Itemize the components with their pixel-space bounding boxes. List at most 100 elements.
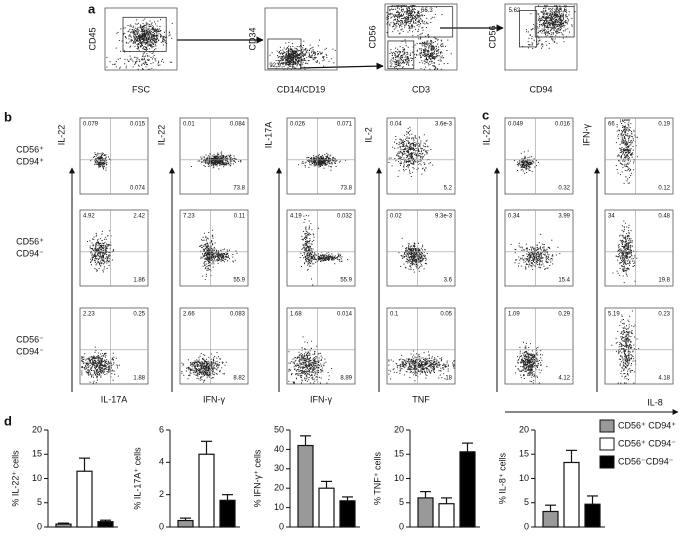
event-dot <box>225 255 227 257</box>
event-dot <box>205 157 207 159</box>
event-dot <box>567 19 569 21</box>
event-dot <box>153 42 154 44</box>
event-dot <box>197 366 198 368</box>
event-dot <box>285 55 287 57</box>
event-dot <box>551 29 553 31</box>
event-dot <box>92 238 93 240</box>
event-dot <box>409 13 411 15</box>
event-dot <box>220 255 222 257</box>
event-dot <box>157 29 159 31</box>
event-dot <box>565 19 567 21</box>
event-dot <box>406 18 408 20</box>
event-dot <box>215 160 217 162</box>
event-dot <box>207 365 209 367</box>
event-dot <box>424 23 426 25</box>
event-dot <box>418 21 420 23</box>
event-dot <box>544 5 546 7</box>
event-dot <box>220 257 222 259</box>
event-dot <box>104 155 106 156</box>
event-dot <box>235 250 237 252</box>
event-dot <box>162 37 164 39</box>
event-dot <box>108 371 110 373</box>
event-dot <box>325 47 327 49</box>
event-dot <box>406 10 408 11</box>
event-dot <box>556 6 558 8</box>
event-dot <box>89 245 91 247</box>
event-dot <box>113 359 114 361</box>
event-dot <box>102 365 104 367</box>
event-dot <box>195 361 197 363</box>
event-dot <box>211 157 213 159</box>
event-dot <box>220 162 222 164</box>
event-dot <box>403 49 405 51</box>
event-dot <box>293 49 295 51</box>
event-dot <box>95 373 96 375</box>
event-dot <box>398 53 400 55</box>
event-dot <box>210 162 212 164</box>
event-dot <box>206 158 207 160</box>
event-dot <box>101 244 103 246</box>
event-dot <box>403 14 404 16</box>
event-dot <box>202 367 204 369</box>
event-dot <box>98 267 100 269</box>
event-dot <box>392 9 394 10</box>
event-dot <box>434 53 435 55</box>
event-dot <box>316 61 318 63</box>
event-dot <box>103 257 105 259</box>
event-dot <box>155 23 156 25</box>
event-dot <box>100 253 102 255</box>
event-dot <box>98 373 100 375</box>
event-dot <box>435 53 437 55</box>
y-axis-label: CD34 <box>247 27 257 50</box>
event-dot <box>136 30 138 32</box>
event-dot <box>153 46 155 48</box>
event-dot <box>202 358 203 360</box>
event-dot <box>332 157 334 159</box>
event-dot <box>93 244 95 246</box>
event-dot <box>99 256 101 258</box>
event-dot <box>286 47 288 48</box>
event-dot <box>332 158 334 159</box>
event-dot <box>565 14 567 16</box>
event-dot <box>269 54 271 56</box>
event-dot <box>562 13 564 15</box>
event-dot <box>96 155 98 157</box>
event-dot <box>277 55 278 57</box>
event-dot <box>435 67 437 69</box>
event-dot <box>328 60 330 62</box>
event-dot <box>543 20 545 21</box>
event-dot <box>544 17 546 19</box>
event-dot <box>214 372 216 374</box>
event-dot <box>391 12 393 14</box>
event-dot <box>421 48 423 50</box>
event-dot <box>207 265 209 267</box>
event-dot <box>290 55 292 57</box>
event-dot <box>215 163 217 165</box>
event-dot <box>560 16 562 18</box>
event-dot <box>134 30 136 32</box>
event-dot <box>281 66 283 68</box>
event-dot <box>419 48 421 50</box>
event-dot <box>195 371 197 373</box>
event-dot <box>131 59 133 61</box>
event-dot <box>407 12 409 14</box>
event-dot <box>544 28 546 30</box>
event-dot <box>146 55 148 57</box>
event-dot <box>398 14 400 15</box>
event-dot <box>402 21 404 23</box>
event-dot <box>428 46 430 48</box>
event-dot <box>199 362 201 364</box>
event-dot <box>314 165 316 167</box>
event-dot <box>197 375 199 377</box>
event-dot <box>156 25 158 27</box>
event-dot <box>280 50 282 51</box>
event-dot <box>286 60 288 62</box>
event-dot <box>557 15 559 17</box>
event-dot <box>153 44 154 45</box>
event-dot <box>389 9 391 11</box>
event-dot <box>212 367 213 369</box>
event-dot <box>229 155 231 157</box>
event-dot <box>402 5 404 7</box>
event-dot <box>154 39 156 41</box>
event-dot <box>202 255 204 257</box>
